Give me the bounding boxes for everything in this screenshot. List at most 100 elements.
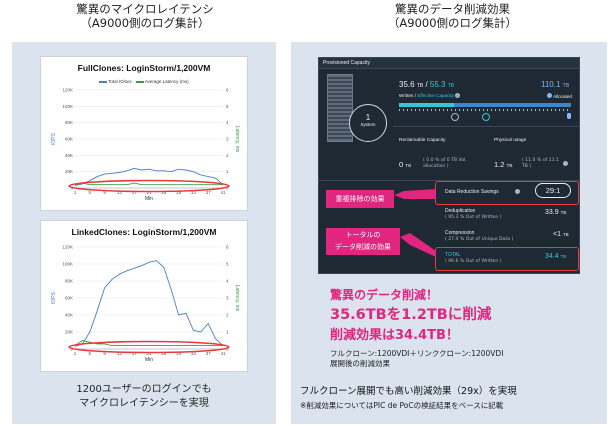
dedup-value-wrap: 33.9 TB [545, 209, 566, 216]
x-tick-label: 29 [176, 351, 182, 356]
compression-unit: TB [562, 232, 569, 237]
allocated-unit: TB [562, 83, 570, 89]
y2-axis-label: Latency, ms [234, 126, 240, 153]
x-tick-label: 21 [146, 190, 152, 195]
info-icon[interactable]: i [455, 93, 461, 98]
total-label: TOTAL [445, 252, 461, 258]
right-heading: 驚異のデータ削減効果 （A9000側のログ集計） [300, 2, 605, 30]
legend-swatch [135, 81, 144, 83]
left-caption-line2: マイクロレイテンシーを実現 [79, 398, 209, 409]
x-tick-label: 1 [74, 351, 77, 356]
y2-tick-label: 2 [226, 313, 229, 318]
y-tick-label: 120K [62, 245, 73, 250]
series-line [74, 167, 224, 187]
y-tick-label: 40K [65, 153, 73, 158]
y-axis-label: IOPS [51, 132, 57, 145]
arrow-total [400, 233, 436, 257]
x-tick-label: 9 [103, 190, 106, 195]
sub-note-line1: フルクローン:1200VDI＋リンククローン:1200VDI [330, 349, 504, 358]
dedup-unit: TB [560, 210, 567, 215]
slash: / [425, 80, 428, 89]
x-tick-label: 5 [89, 190, 92, 195]
legend-latency: Average Latency (ms) [144, 79, 189, 84]
marker-icon[interactable] [451, 113, 459, 121]
x-tick-label: 25 [161, 351, 167, 356]
reclaimable-unit: TB [405, 163, 412, 168]
x-axis-label: Min [145, 357, 153, 363]
written-label: Written [399, 93, 414, 98]
system-count: 1 [365, 113, 371, 122]
allocated: 110.1 TB [541, 80, 569, 89]
x-tick-label: 37 [206, 351, 212, 356]
dedup-value: 33.9 [545, 209, 559, 216]
x-tick-label: 17 [132, 190, 138, 195]
info-icon[interactable] [515, 189, 520, 194]
written-unit: TB [416, 83, 424, 89]
divider [393, 126, 579, 127]
y-tick-label: 100K [62, 262, 73, 267]
y-tick-label: 120K [62, 88, 73, 93]
system-circle[interactable]: 1 System [349, 104, 387, 142]
marker-icon[interactable] [482, 113, 490, 121]
headline-1: 驚異のデータ削減！ [330, 288, 439, 302]
rack-icon [327, 74, 353, 142]
drop-icon [567, 113, 571, 119]
chart-legend: Total IO/sec Average Latency (ms) [99, 79, 189, 84]
y-tick-label: 20K [65, 169, 73, 174]
arrow-dedup [394, 189, 436, 199]
capacity-bar [399, 103, 571, 107]
y2-tick-label: 5 [226, 104, 229, 109]
total-callout-line1: トータルの [345, 231, 381, 239]
total-value: 34.4 [545, 253, 559, 260]
x-tick-label: 41 [220, 190, 226, 195]
physical-note2: TB ) [522, 164, 532, 169]
info-icon[interactable] [547, 93, 552, 98]
headline-2: 35.6TBを1.2TBに削減 [330, 307, 492, 323]
x-tick-label: 13 [117, 190, 123, 195]
y-tick-label: 80K [65, 279, 73, 284]
x-tick-label: 25 [161, 190, 167, 195]
capacity-ticks [399, 109, 571, 111]
dedup-note: ( 95.3 % Out of Written ) [445, 215, 502, 220]
left-heading: 驚異のマイクロレイテンシ （A9000側のログ集計） [10, 2, 280, 30]
dashboard-header: Provisioned Capacity [323, 60, 370, 66]
reclaimable-value: 0 [399, 160, 404, 169]
dashboard-header-bar: Provisioned Capacity [319, 58, 579, 69]
x-axis-label: Min [145, 196, 153, 202]
effective-value: 55.3 [429, 80, 446, 89]
physical-label: Physical usage [494, 138, 527, 143]
x-tick-label: 5 [89, 351, 92, 356]
left-caption-line1: 1200ユーザーのログインでも [76, 384, 212, 395]
series-line [74, 340, 223, 347]
reclaimable-note2: allocation ) [423, 164, 449, 169]
total-highlight [435, 247, 579, 271]
y-tick-label: 100K [62, 104, 73, 109]
x-tick-label: 29 [176, 190, 182, 195]
legend-swatch [99, 81, 107, 83]
y-axis-label: IOPS [51, 291, 57, 304]
dedup-highlight [435, 181, 579, 205]
latency-highlight-ellipse [68, 179, 230, 193]
x-tick-label: 13 [117, 351, 123, 356]
y2-tick-label: 4 [226, 120, 229, 125]
chart-title: FullClones: LoginStorm/1,200VM [77, 63, 211, 73]
reclaimable-label: Reclaimable Capacity [399, 138, 446, 143]
reclaimable-note: ( 0.0 % of 0 TB Vol. allocation ) [423, 158, 467, 170]
savings-ratio-badge: 29:1 [535, 183, 571, 198]
x-tick-label: 17 [132, 351, 138, 356]
physical-unit: TB [506, 163, 513, 168]
y2-tick-label: 2 [226, 153, 229, 158]
y2-tick-label: 5 [226, 262, 229, 267]
y-tick-label: 60K [65, 296, 73, 301]
reclaimable-note1: ( 0.0 % of 0 TB Vol. [423, 158, 467, 163]
info-icon[interactable] [563, 161, 568, 166]
right-footnote: ※削減効果についてはPIC de PoCの検証結果をベースに記載 [300, 401, 504, 410]
x-tick-label: 41 [220, 351, 226, 356]
x-tick-label: 33 [191, 190, 197, 195]
written-effective: 35.6 TB / 55.3 TB [399, 80, 454, 89]
sub-note: フルクローン:1200VDI＋リンククローン:1200VDI 展開後の削減効果 [330, 349, 503, 369]
left-title: 驚異のマイクロレイテンシ [76, 2, 214, 16]
y2-tick-label: 3 [226, 296, 229, 301]
chart-fullclones: FullClones: LoginStorm/1,200VM Total IO/… [40, 56, 248, 211]
